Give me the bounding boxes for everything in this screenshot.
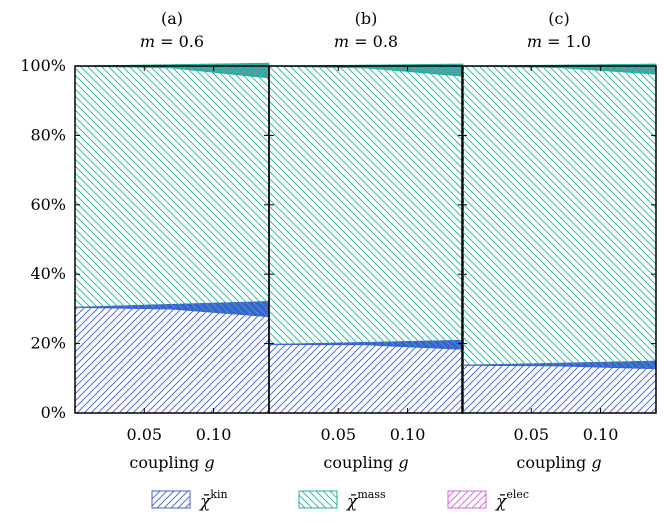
- legend-item-kin: χ̄kin: [151, 488, 228, 512]
- x-axis-label: coupling g: [129, 453, 214, 472]
- area-mass: [269, 66, 463, 350]
- legend-item-elec: χ̄elec: [447, 488, 529, 512]
- area-kin: [269, 344, 463, 413]
- x-tick-label: 0.05: [126, 425, 162, 444]
- x-axis-label: coupling g: [516, 453, 601, 472]
- legend-label: χ̄mass: [346, 488, 386, 512]
- x-axis-label: coupling g: [323, 453, 408, 472]
- panels-layer: 0.05 0.10 coupling g (a) m = 0.6 0.05 0.10 coup…: [74, 9, 657, 472]
- legend-swatch: [151, 490, 191, 509]
- x-tick-label: 0.10: [390, 425, 426, 444]
- panel-letter: (b): [355, 9, 378, 28]
- area-kin: [462, 365, 656, 413]
- y-tick-label: 20%: [30, 334, 66, 353]
- y-tick-label: 100%: [20, 56, 66, 75]
- area-kin: [75, 307, 269, 413]
- boundary-kin: [461, 364, 657, 370]
- legend: χ̄kin χ̄mass χ̄elec: [151, 488, 529, 512]
- legend-swatch: [298, 490, 338, 509]
- panel-letter: (a): [161, 9, 183, 28]
- x-tick-label: 0.05: [320, 425, 356, 444]
- area-mass: [75, 66, 269, 317]
- area-elec: [269, 66, 463, 77]
- panel-2: 0.05 0.10 coupling g (b) m = 0.8: [268, 9, 464, 472]
- boundary-kin: [74, 306, 270, 318]
- area-elec: [75, 66, 269, 78]
- y-tick-label: 60%: [30, 195, 66, 214]
- panel-letter: (c): [548, 9, 569, 28]
- panel-param: m = 0.8: [334, 32, 398, 51]
- legend-swatch: [447, 490, 487, 509]
- panel-param: m = 0.6: [140, 32, 204, 51]
- legend-label: χ̄elec: [495, 488, 529, 512]
- panel-param: m = 1.0: [527, 32, 591, 51]
- y-tick-label: 80%: [30, 125, 66, 144]
- legend-label: χ̄kin: [199, 488, 228, 512]
- panel-3: 0.05 0.10 coupling g (c) m = 1.0: [461, 9, 657, 472]
- x-tick-label: 0.05: [513, 425, 549, 444]
- y-tick-label: 40%: [30, 264, 66, 283]
- panel-1: 0.05 0.10 coupling g (a) m = 0.6: [74, 9, 270, 472]
- x-tick-label: 0.10: [583, 425, 619, 444]
- area-mass: [462, 66, 656, 369]
- y-tick-label: 0%: [41, 403, 66, 422]
- panel-frame: [461, 65, 657, 414]
- boundary-kin: [268, 343, 464, 350]
- y-axis: 0% 20% 40% 60% 80% 100%: [20, 56, 66, 422]
- area-elec: [462, 66, 656, 74]
- x-tick-label: 0.10: [196, 425, 232, 444]
- legend-item-mass: χ̄mass: [298, 488, 386, 512]
